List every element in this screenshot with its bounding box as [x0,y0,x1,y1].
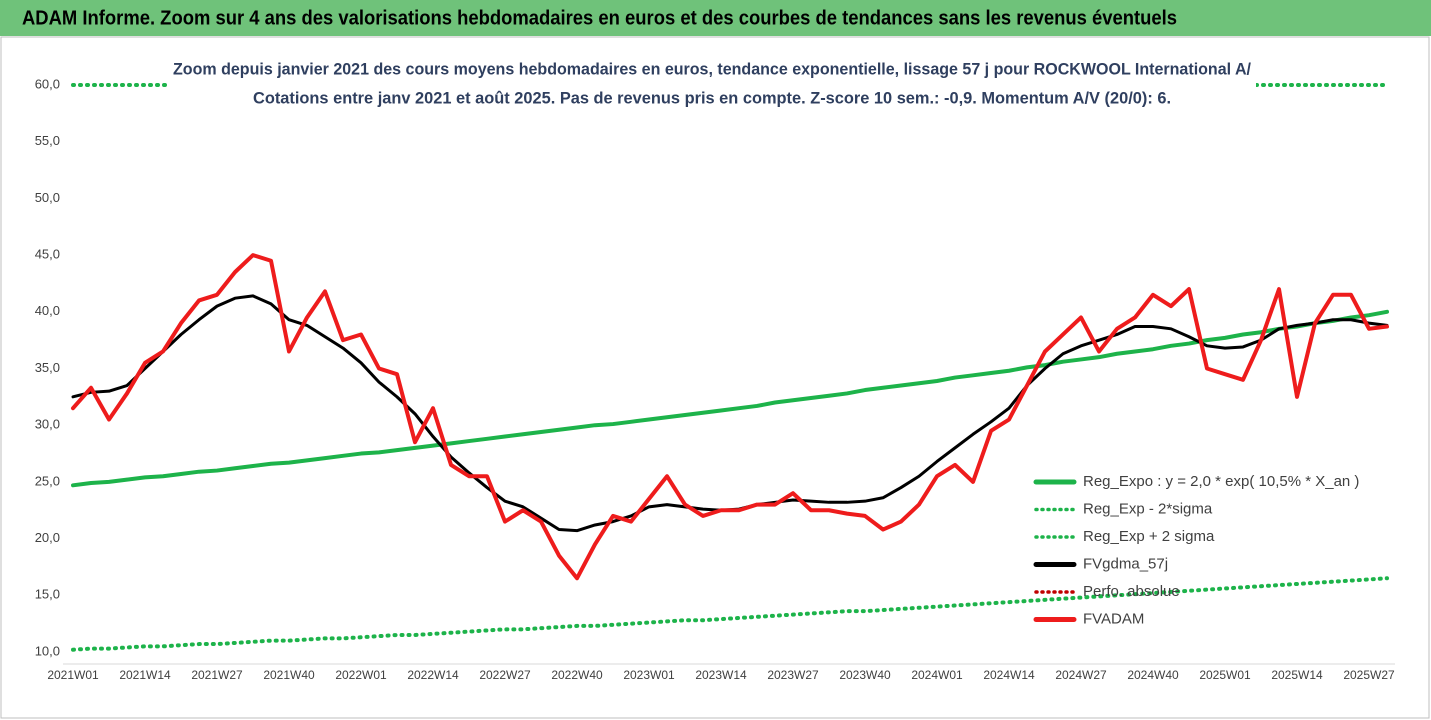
series-line [71,253,1389,581]
y-tick-label: 40,0 [35,303,60,318]
y-tick-label: 10,0 [35,643,60,658]
legend-label: Reg_Exp + 2 sigma [1083,528,1215,545]
y-tick-label: 60,0 [35,76,60,91]
x-tick-label: 2025W01 [1199,668,1251,682]
y-tick-label: 55,0 [35,133,60,148]
series-line [71,294,1389,533]
series-line [71,576,1389,652]
legend-label: Perfo. absolue [1083,583,1180,600]
y-tick-label: 25,0 [35,473,60,488]
title-box [168,54,1256,112]
legend: Reg_Expo : y = 2,0 * exp( 10,5% * X_an )… [1033,473,1359,627]
legend-label: FVgdma_57j [1083,555,1168,572]
legend-label: Reg_Expo : y = 2,0 * exp( 10,5% * X_an ) [1083,473,1359,490]
y-tick-label: 45,0 [35,247,60,262]
x-tick-label: 2024W01 [911,668,963,682]
legend-label: Reg_Exp - 2*sigma [1083,500,1213,517]
y-tick-label: 50,0 [35,190,60,205]
chart-subtitle: Cotations entre janv 2021 et août 2025. … [253,88,1171,107]
x-tick-label: 2024W27 [1055,668,1107,682]
plot-area: 10,0 15,0 20,0 25,0 30,0 35,0 40,0 45,0 50,0 55,0… [35,76,1395,682]
header-bar [0,0,1431,36]
x-tick-label: 2022W01 [335,668,387,682]
y-tick-label: 30,0 [35,417,60,432]
x-tick-label: 2025W27 [1343,668,1395,682]
y-tick-label: 20,0 [35,530,60,545]
x-tick-label: 2022W14 [407,668,459,682]
x-tick-label: 2023W14 [695,668,747,682]
legend-label: FVADAM [1083,610,1144,627]
x-tick-label: 2021W01 [47,668,99,682]
x-tick-label: 2021W40 [263,668,315,682]
x-tick-label: 2025W14 [1271,668,1323,682]
header-title: ADAM Informe. Zoom sur 4 ans des valoris… [22,7,1177,29]
x-tick-label: 2022W27 [479,668,531,682]
y-tick-label: 15,0 [35,587,60,602]
x-tick-label: 2021W14 [119,668,171,682]
x-tick-label: 2023W01 [623,668,675,682]
x-tick-label: 2023W40 [839,668,891,682]
y-tick-label: 35,0 [35,360,60,375]
x-tick-label: 2023W27 [767,668,819,682]
x-tick-label: 2024W14 [983,668,1035,682]
chart-title: Zoom depuis janvier 2021 des cours moyen… [173,59,1251,78]
x-tick-label: 2021W27 [191,668,243,682]
series-line [71,309,1389,488]
x-tick-label: 2024W40 [1127,668,1179,682]
chart-frame [0,36,1430,719]
x-tick-label: 2022W40 [551,668,603,682]
